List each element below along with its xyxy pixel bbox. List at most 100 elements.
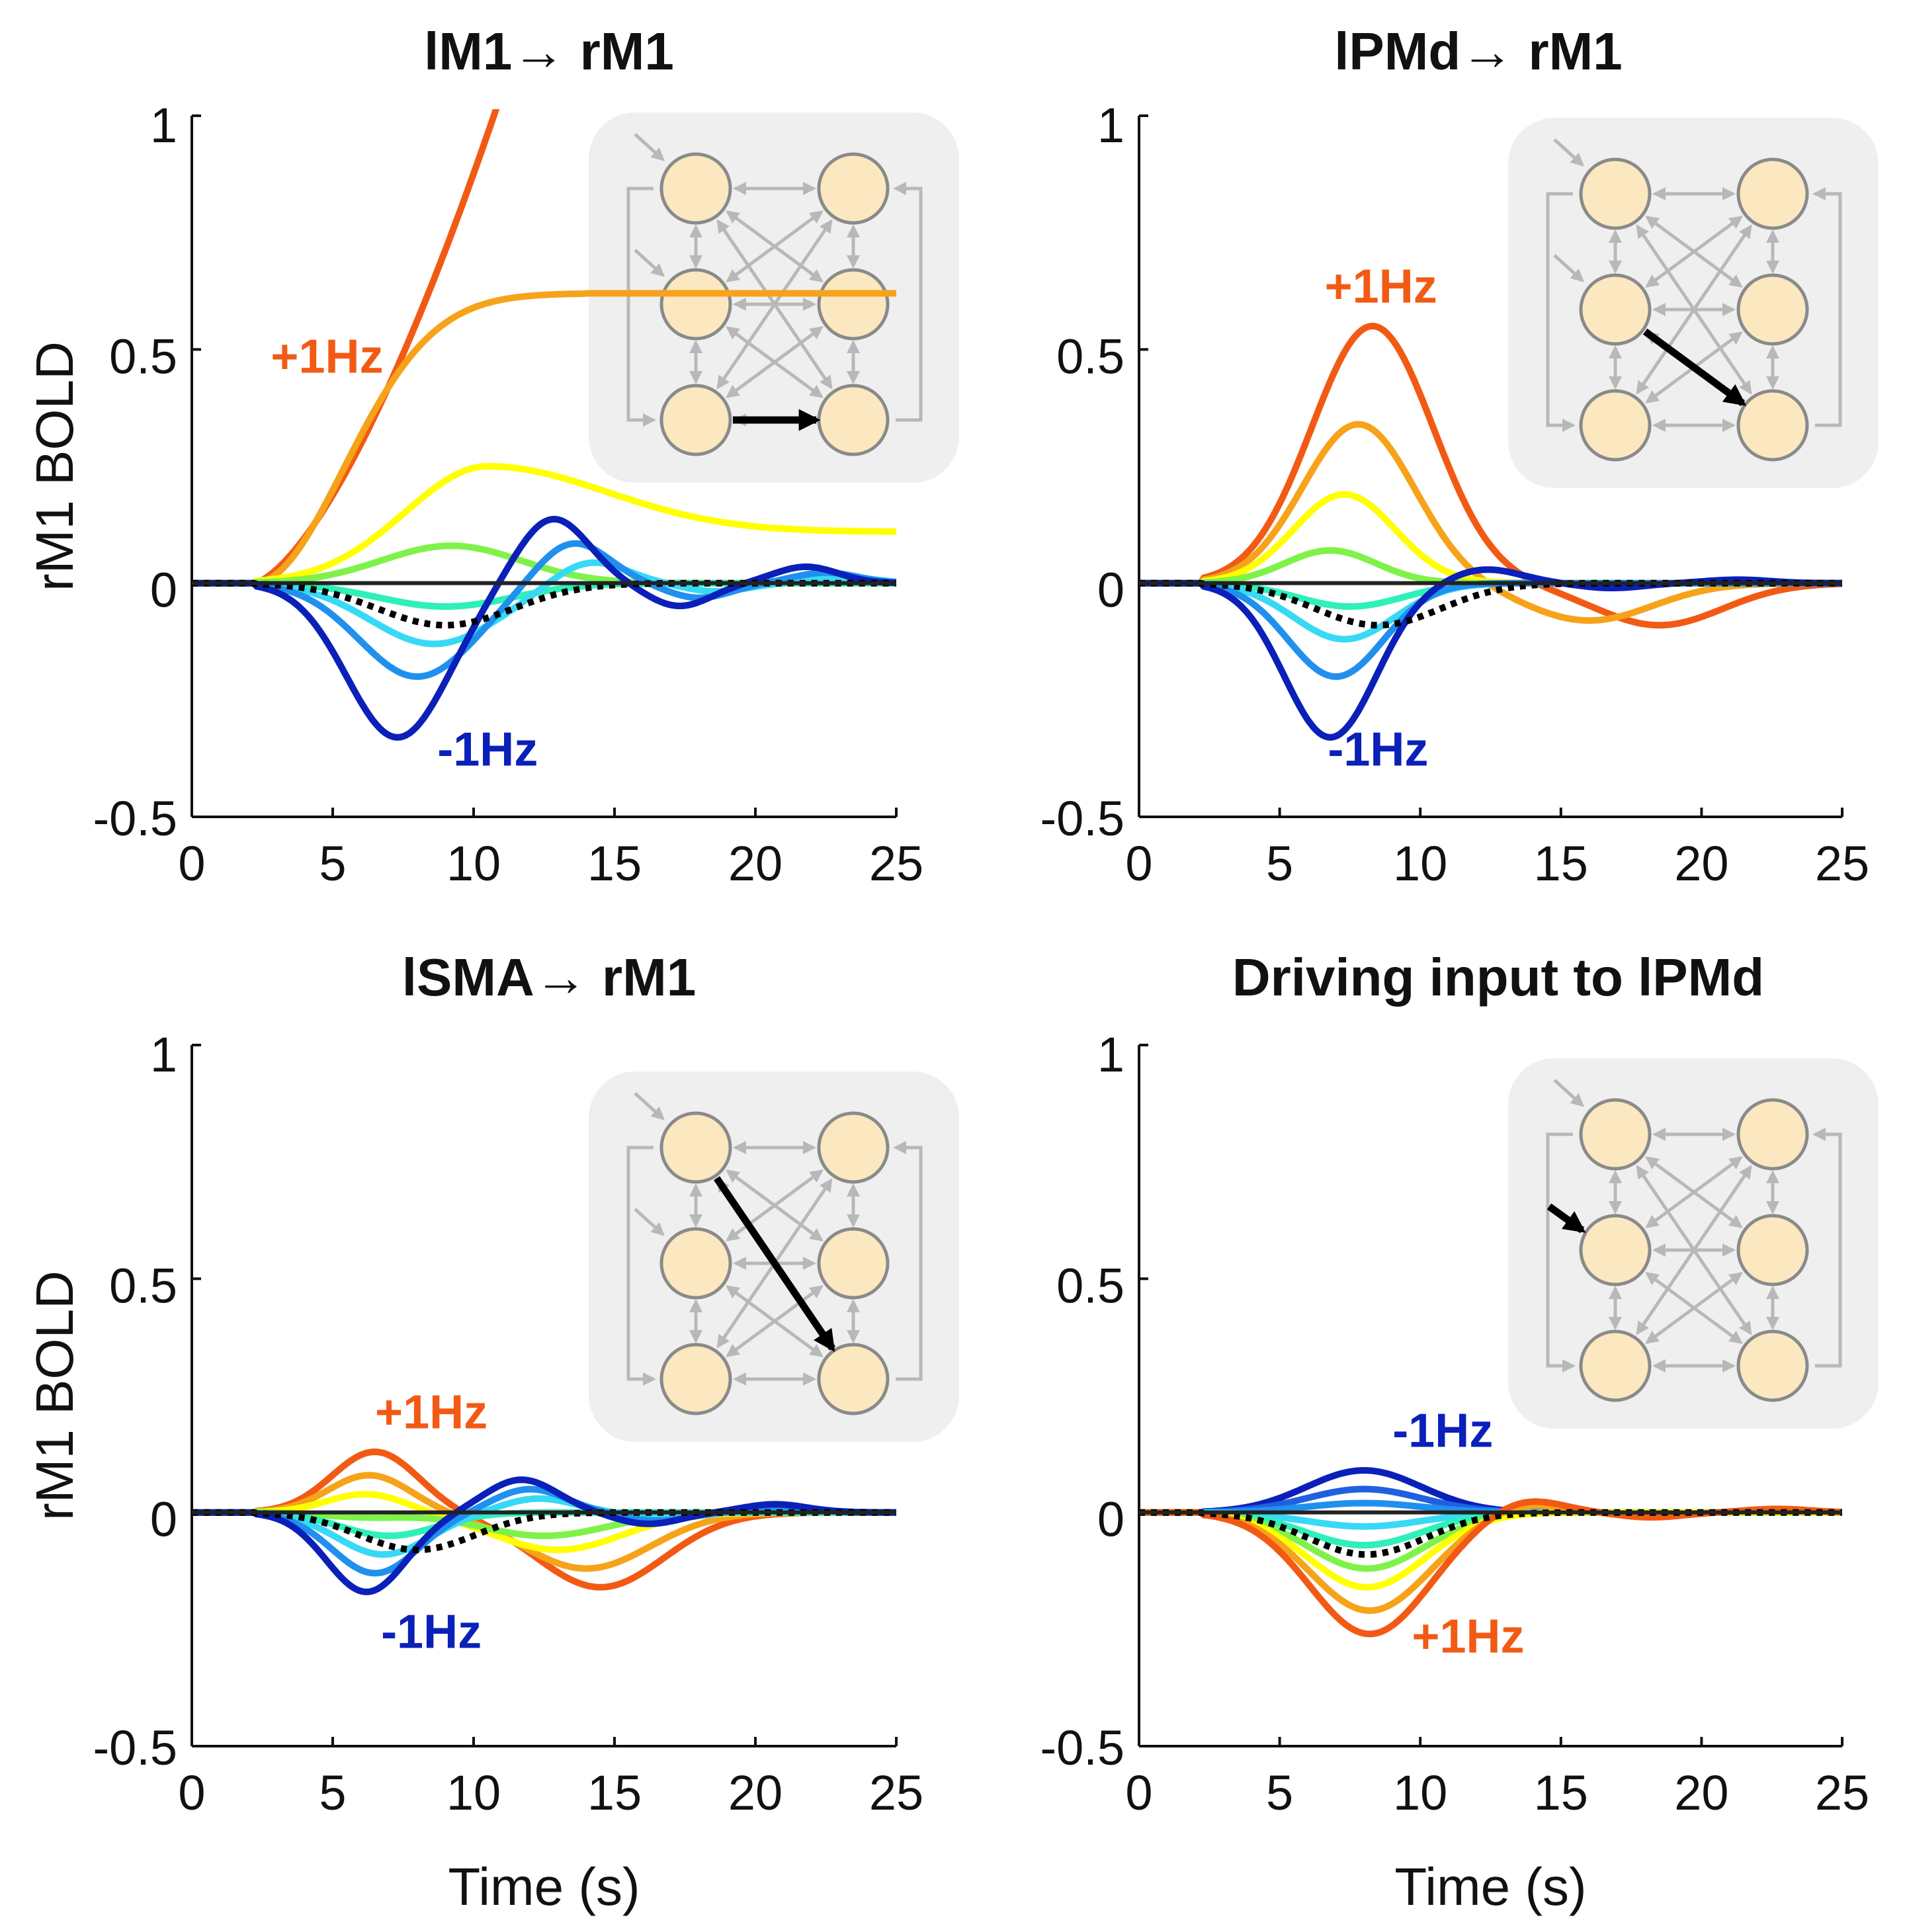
y-tick-label: 0 — [150, 563, 177, 618]
inset-input-top — [634, 1092, 665, 1120]
x-tick-label: 10 — [446, 836, 501, 891]
y-tick-label: -0.5 — [93, 1720, 177, 1775]
annotation-label: +1Hz — [271, 331, 383, 384]
inset-loop-right — [1812, 1128, 1842, 1368]
inset-node — [659, 1343, 732, 1415]
annotation-label: +1Hz — [1325, 261, 1437, 314]
x-axis-label: Time (s) — [1394, 1857, 1586, 1916]
x-tick-label: 25 — [1815, 836, 1869, 891]
y-tick-label: -0.5 — [1040, 1720, 1124, 1775]
annotation-label: -1Hz — [1328, 723, 1428, 776]
inset-loop-left — [626, 187, 656, 427]
inset-input-middle — [634, 249, 665, 277]
inset-input-middle — [634, 1208, 665, 1236]
chart-title: lSMA→ rM1 — [402, 948, 697, 1007]
inset-loop-right — [893, 182, 923, 422]
y-tick-label: 1 — [150, 98, 177, 153]
inset-node — [1736, 157, 1809, 230]
chart-title: lM1→ rM1 — [424, 22, 674, 81]
chart-title: lPMd→ rM1 — [1334, 22, 1623, 81]
inset-loop-left — [1546, 1132, 1576, 1372]
x-tick-label: 20 — [728, 836, 783, 891]
y-tick-label: 0 — [150, 1492, 177, 1547]
annotation-label: +1Hz — [1412, 1611, 1524, 1663]
inset-node — [1736, 1214, 1809, 1286]
series-line-05hz — [192, 463, 896, 587]
y-tick-label: 1 — [1097, 1027, 1124, 1082]
inset-node — [659, 268, 732, 341]
x-tick-label: 5 — [1266, 836, 1293, 891]
inset-background — [1508, 118, 1879, 488]
inset-edge — [1645, 1272, 1743, 1344]
inset-background — [1508, 1058, 1879, 1429]
y-tick-label: 0 — [1097, 563, 1124, 618]
x-tick-label: 25 — [869, 836, 923, 891]
inset-loop-right — [893, 1141, 923, 1381]
y-tick-label: -0.5 — [93, 791, 177, 846]
series-group — [192, 1449, 896, 1595]
inset-node — [1579, 1214, 1652, 1286]
y-axis-label: rM1 BOLD — [25, 341, 84, 591]
inset-input-middle — [1553, 254, 1584, 282]
x-tick-label: 5 — [1266, 1765, 1293, 1820]
x-tick-label: 15 — [1534, 836, 1588, 891]
inset-node — [1579, 1098, 1652, 1171]
inset-loop-left — [1546, 192, 1576, 432]
y-tick-label: 0.5 — [109, 1258, 177, 1313]
inset-edges — [626, 133, 923, 427]
x-tick-label: 20 — [728, 1765, 783, 1820]
inset-node — [1736, 1329, 1809, 1402]
y-tick-label: 0.5 — [109, 329, 177, 384]
series-line-05hz — [192, 540, 896, 680]
inset-node — [1579, 157, 1652, 230]
inset-node — [1579, 273, 1652, 346]
inset-node — [1579, 389, 1652, 462]
inset-edges — [1546, 1079, 1842, 1372]
inset-loop-left — [626, 1146, 656, 1386]
series-line-075hz — [192, 290, 896, 587]
x-tick-label: 15 — [587, 836, 642, 891]
x-tick-label: 25 — [869, 1765, 923, 1820]
x-tick-label: 20 — [1674, 836, 1728, 891]
x-tick-label: 15 — [1534, 1765, 1588, 1820]
series-line-05hz — [1139, 579, 1842, 680]
y-tick-label: 1 — [150, 1027, 177, 1082]
x-tick-label: 0 — [178, 1765, 205, 1820]
inset-input-top — [634, 133, 665, 161]
inset-node — [1736, 273, 1809, 346]
inset-node — [659, 1227, 732, 1300]
inset-node — [1579, 1329, 1652, 1402]
x-tick-label: 15 — [587, 1765, 642, 1820]
inset-node — [817, 384, 890, 456]
inset-node — [1736, 1098, 1809, 1171]
y-tick-label: 0.5 — [1056, 329, 1124, 384]
inset-node — [1736, 389, 1809, 462]
annotation-label: +1Hz — [375, 1386, 487, 1439]
x-tick-label: 5 — [319, 1765, 346, 1820]
network-inset — [589, 1071, 959, 1442]
x-tick-label: 0 — [1125, 1765, 1152, 1820]
y-tick-label: 0.5 — [1056, 1258, 1124, 1313]
series-line-1hz — [192, 1476, 896, 1595]
annotation-label: -1Hz — [381, 1606, 482, 1659]
annotation-label: -1Hz — [1392, 1405, 1493, 1458]
x-tick-label: 10 — [1393, 1765, 1447, 1820]
inset-loop-right — [1812, 187, 1842, 427]
y-tick-label: 0 — [1097, 1492, 1124, 1547]
x-tick-label: 5 — [319, 836, 346, 891]
y-axis-label: rM1 BOLD — [25, 1271, 84, 1521]
inset-node — [659, 384, 732, 456]
inset-node — [817, 1343, 890, 1415]
annotation-label: -1Hz — [437, 723, 538, 776]
x-tick-label: 10 — [446, 1765, 501, 1820]
inset-input-top — [1553, 1079, 1584, 1107]
inset-input-top — [1553, 138, 1584, 167]
y-tick-label: -0.5 — [1040, 791, 1124, 846]
inset-node — [659, 152, 732, 225]
series-line-1hz — [1139, 1467, 1842, 1516]
inset-highlight-arrow — [713, 1176, 836, 1353]
inset-node — [817, 268, 890, 341]
